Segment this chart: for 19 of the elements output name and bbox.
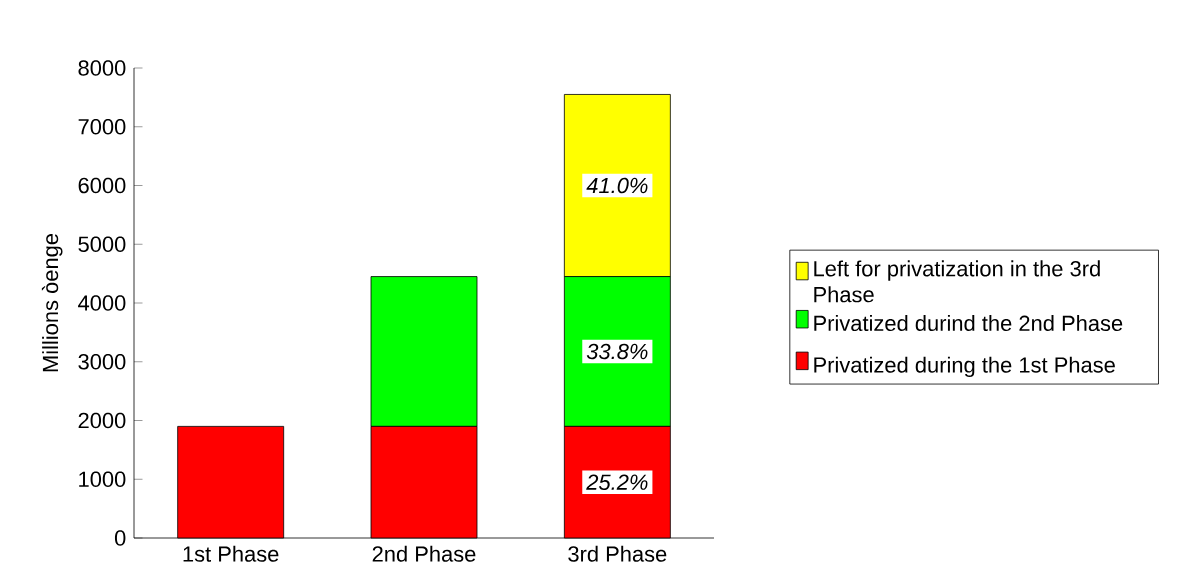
- annotation: 33.8%: [586, 343, 648, 360]
- x-tick-label: 1st Phase: [183, 545, 279, 562]
- y-tick-label: 5000: [78, 236, 126, 253]
- y-tick-label: 3000: [78, 354, 126, 370]
- annotation: 25.2%: [586, 474, 648, 490]
- y-tick-label: 1000: [79, 471, 126, 488]
- legend-label: Privatized during the 1st Phase: [814, 356, 1115, 378]
- y-tick-label: 0: [114, 530, 126, 546]
- y-tick-label: 6000: [78, 177, 126, 194]
- x-tick-label: 3rd Phase: [568, 545, 667, 562]
- y-tick-label: 4000: [78, 295, 126, 311]
- legend-label: Left for privatization in the 3rd Phase: [814, 260, 1100, 303]
- y-tick-label: 7000: [78, 119, 126, 135]
- y-tick-label: 2000: [78, 412, 126, 429]
- legend-label: Privatized durind the 2nd Phase: [814, 314, 1123, 332]
- x-tick-label: 2nd Phase: [372, 545, 476, 562]
- annotation: 41.0%: [586, 177, 648, 194]
- y-tick-label: 8000: [78, 60, 126, 76]
- y-axis-title: Millions òenge: [41, 233, 63, 372]
